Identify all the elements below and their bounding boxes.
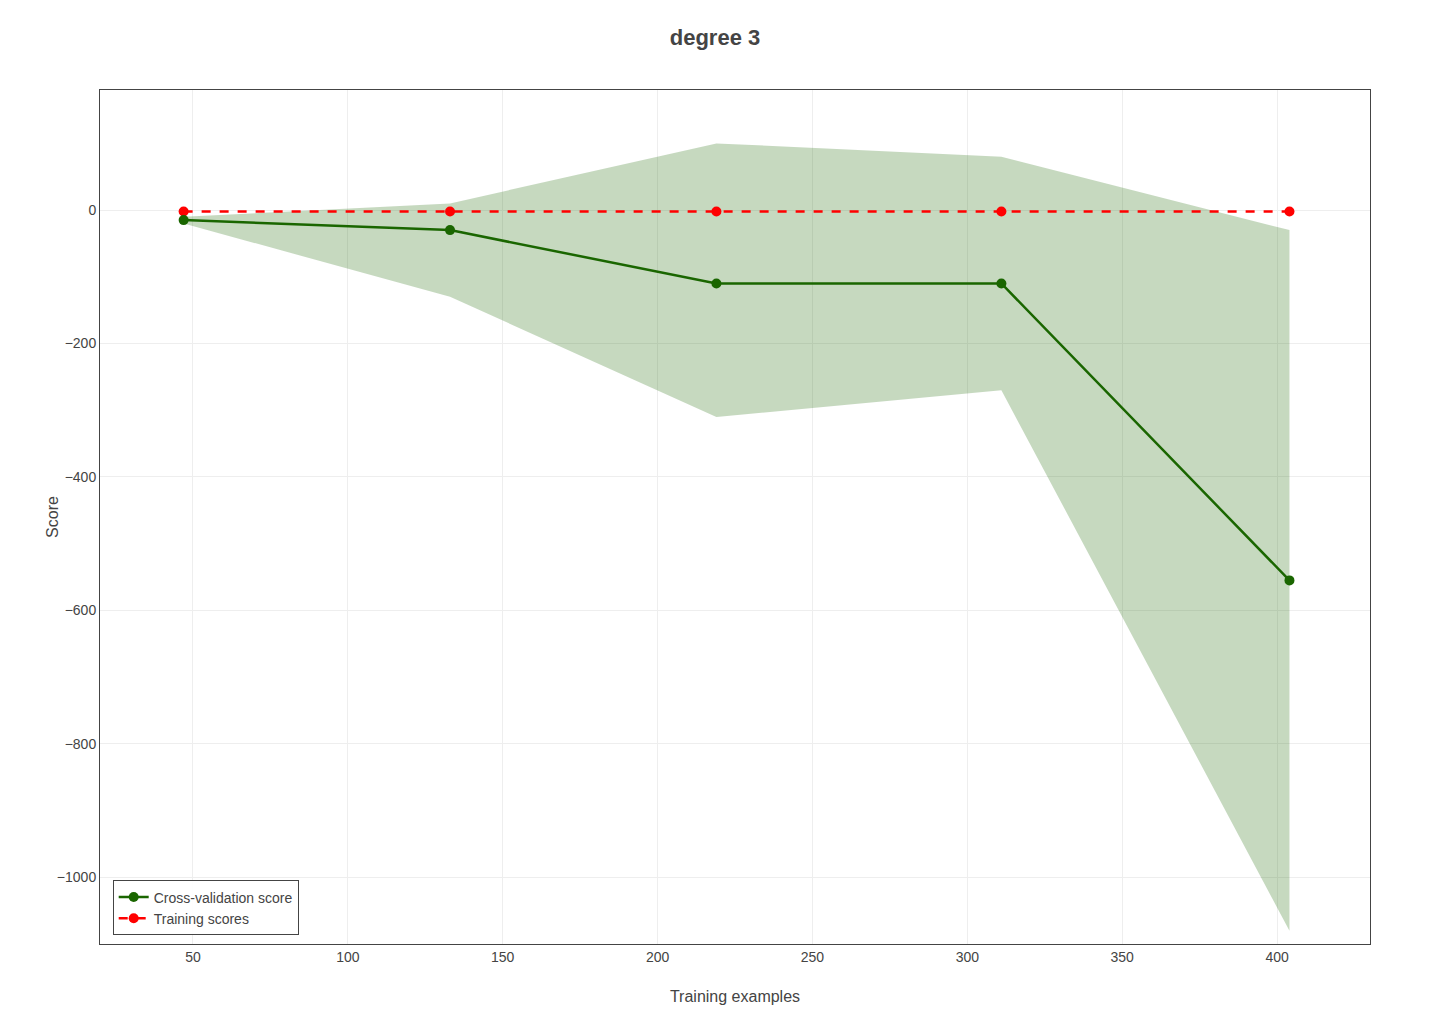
svg-text:−800: −800 xyxy=(65,736,97,752)
svg-text:−400: −400 xyxy=(65,469,97,485)
svg-text:Training examples: Training examples xyxy=(670,988,800,1005)
svg-text:Score: Score xyxy=(44,496,61,538)
svg-text:−200: −200 xyxy=(65,335,97,351)
svg-text:350: 350 xyxy=(1111,949,1135,965)
svg-text:400: 400 xyxy=(1265,949,1289,965)
svg-text:0: 0 xyxy=(88,202,96,218)
svg-text:50: 50 xyxy=(185,949,201,965)
svg-text:−1000: −1000 xyxy=(57,869,97,885)
svg-text:Training scores: Training scores xyxy=(154,911,249,927)
svg-text:300: 300 xyxy=(956,949,980,965)
svg-text:−600: −600 xyxy=(65,602,97,618)
svg-text:200: 200 xyxy=(646,949,670,965)
svg-text:degree 3: degree 3 xyxy=(670,25,761,50)
svg-text:150: 150 xyxy=(491,949,515,965)
svg-text:100: 100 xyxy=(336,949,360,965)
svg-text:Cross-validation score: Cross-validation score xyxy=(154,890,293,906)
svg-text:250: 250 xyxy=(801,949,825,965)
